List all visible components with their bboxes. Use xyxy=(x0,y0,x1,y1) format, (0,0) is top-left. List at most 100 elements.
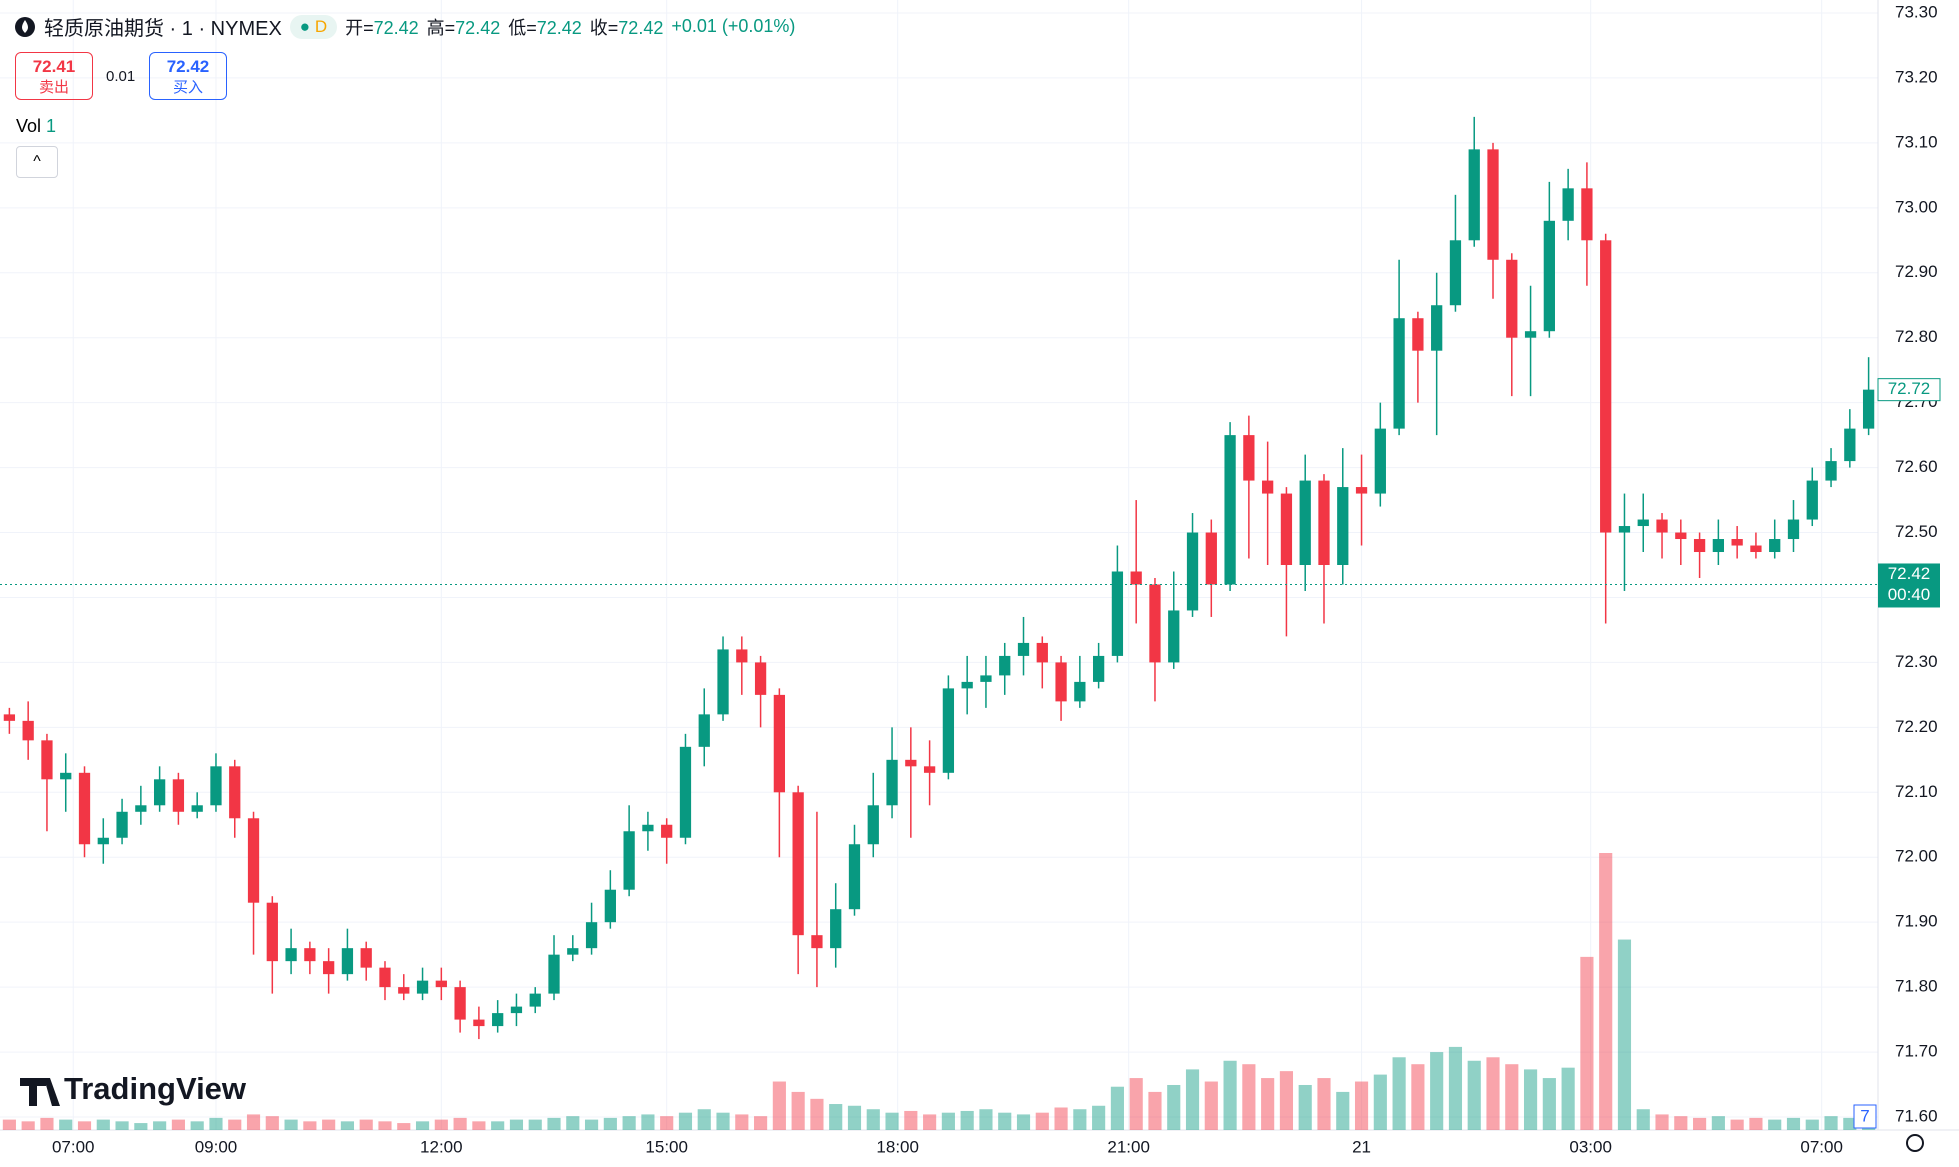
volume-bar xyxy=(791,1091,805,1130)
ohlc-item: 高=72.42 xyxy=(427,14,501,40)
volume-bar xyxy=(1523,1069,1538,1130)
candle-body xyxy=(923,766,936,773)
candle-body xyxy=(1675,532,1687,540)
ohlc-value: 72.42 xyxy=(536,17,582,38)
candle-body xyxy=(1337,487,1349,565)
ohlc-item: 收=72.42 xyxy=(590,14,664,40)
candle-body xyxy=(905,759,917,767)
candle-body xyxy=(773,694,786,793)
x-tick-label: 12:00 xyxy=(420,1137,463,1156)
volume-bar xyxy=(21,1121,35,1130)
candle-body xyxy=(1318,480,1330,565)
candle-body xyxy=(585,922,598,949)
volume-bar xyxy=(1862,1119,1876,1130)
candle-body xyxy=(1431,305,1443,351)
candle-body xyxy=(454,987,466,1020)
candle-body xyxy=(1186,532,1199,611)
volume-bar xyxy=(1261,1078,1275,1130)
ohlc: 开=72.42 高=72.42 低=72.42 收=72.42 xyxy=(345,14,663,40)
countdown: 00:40 xyxy=(1888,585,1931,604)
y-tick-label: 71.70 xyxy=(1895,1042,1938,1061)
volume-bar xyxy=(1185,1069,1200,1130)
volume-bar xyxy=(979,1109,993,1130)
volume-bar xyxy=(1486,1057,1500,1130)
volume-bar xyxy=(1242,1064,1256,1130)
buy-price: 72.42 xyxy=(166,57,210,76)
candle-body xyxy=(191,805,203,812)
y-tick-label: 73.00 xyxy=(1895,197,1938,216)
candle-body xyxy=(1468,149,1480,241)
volume-bar xyxy=(322,1119,336,1130)
volume-bar xyxy=(547,1117,561,1130)
y-tick-label: 71.60 xyxy=(1895,1106,1938,1125)
volume-bar xyxy=(1373,1074,1387,1130)
candle-body xyxy=(1487,149,1499,260)
ohlc-value: 72.42 xyxy=(373,17,419,38)
change: +0.01 (+0.01%) xyxy=(671,16,796,36)
candle-body xyxy=(492,1013,504,1027)
candle-body xyxy=(135,805,147,812)
volume-bar xyxy=(153,1121,167,1130)
volume-bar xyxy=(998,1112,1012,1130)
volume-bar xyxy=(1768,1119,1782,1130)
volume-bar xyxy=(228,1119,242,1130)
sell-button[interactable]: 72.41 卖出 xyxy=(15,52,93,100)
volume-bar xyxy=(397,1123,411,1130)
y-tick-label: 72.90 xyxy=(1895,262,1938,281)
candle-body xyxy=(1074,681,1086,702)
candle-body xyxy=(980,675,992,682)
candle-body xyxy=(1844,428,1856,462)
candle-body xyxy=(1374,428,1386,494)
candle-body xyxy=(1055,662,1067,702)
volume-bar xyxy=(1749,1117,1763,1130)
candle-body xyxy=(1731,539,1743,546)
collapse-button[interactable]: ^ xyxy=(16,146,58,178)
volume-bar xyxy=(1711,1116,1725,1130)
candle-body xyxy=(97,837,109,845)
settings-icon[interactable] xyxy=(1906,1134,1924,1152)
x-tick-label: 07:00 xyxy=(52,1137,95,1156)
volume-bar xyxy=(1655,1114,1669,1130)
x-tick-label: 07:00 xyxy=(1800,1137,1843,1156)
candle-body xyxy=(736,649,748,663)
y-tick-label: 71.90 xyxy=(1895,912,1938,931)
volume-bar xyxy=(1054,1107,1068,1130)
candle-body xyxy=(848,844,861,910)
x-tick-label: 21:00 xyxy=(1107,1137,1150,1156)
y-tick-label: 73.20 xyxy=(1895,67,1938,86)
candle-body xyxy=(961,681,973,689)
volume-bar xyxy=(134,1123,148,1130)
volume-bar xyxy=(1599,853,1613,1130)
sell-price: 72.41 xyxy=(32,57,76,76)
y-tick-label: 72.40 xyxy=(1895,587,1938,606)
x-tick-label: 03:00 xyxy=(1569,1137,1612,1156)
candle-body xyxy=(1149,584,1161,663)
buy-button[interactable]: 72.42 买入 xyxy=(149,52,227,100)
candle-body xyxy=(78,772,91,845)
scale-badge: 7 xyxy=(1860,1106,1869,1125)
candle-body xyxy=(1449,240,1462,306)
current-price-label: 72.42 xyxy=(1888,564,1931,583)
volume-bar xyxy=(1430,1052,1444,1130)
ohlc-item: 低=72.42 xyxy=(508,14,582,40)
volume-bar xyxy=(1110,1086,1124,1130)
volume-bar xyxy=(1542,1078,1556,1130)
volume-bar xyxy=(1636,1109,1650,1130)
volume-bar xyxy=(1354,1081,1369,1130)
candle-body xyxy=(1637,519,1649,527)
candle-body xyxy=(416,980,429,994)
volume-bar xyxy=(509,1119,524,1130)
candle-body xyxy=(792,792,804,936)
volume-bar xyxy=(453,1117,467,1130)
volume-bar xyxy=(40,1117,54,1130)
logo-icon xyxy=(20,1078,60,1106)
candle-body xyxy=(1581,188,1593,241)
volume-bar xyxy=(678,1112,693,1130)
candle-body xyxy=(867,805,879,845)
symbol[interactable]: 轻质原油期货 · 1 · NYMEX xyxy=(44,18,282,40)
volume-bar xyxy=(960,1110,974,1130)
ohlc-value: 72.42 xyxy=(455,17,501,38)
candle-body xyxy=(1693,539,1706,553)
volume-bar xyxy=(1129,1078,1143,1130)
